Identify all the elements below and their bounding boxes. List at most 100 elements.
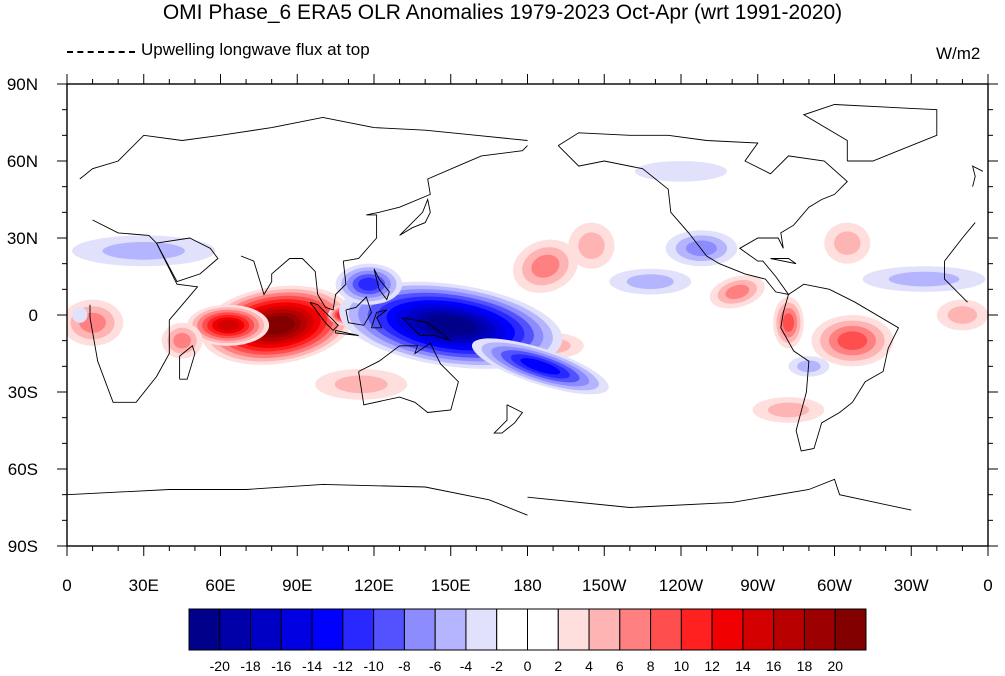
indian-ocean-west-anomaly-contour-7 <box>217 319 240 331</box>
coastline-north-america <box>557 132 848 296</box>
colombia-anomaly-contour-4 <box>782 313 795 333</box>
coastline-south-america <box>780 283 900 452</box>
colorbar-swatch <box>373 608 405 651</box>
colorbar-swatch <box>619 608 652 651</box>
coastline-uk <box>971 165 984 187</box>
coastline-japan <box>399 197 431 236</box>
x-tick-label: 0 <box>62 576 71 595</box>
colorbar-label: -14 <box>302 658 322 674</box>
x-tick-label: 180 <box>513 576 541 595</box>
colorbar-swatch <box>434 608 467 651</box>
colorbar-swatch <box>403 608 436 651</box>
x-tick-label: 90W <box>740 576 775 595</box>
colorbar-swatch <box>465 608 498 651</box>
x-tick-label: 0 <box>983 576 992 595</box>
x-tick-label: 60E <box>205 576 235 595</box>
x-tick-label: 150W <box>582 576 626 595</box>
y-tick-label: 90S <box>8 537 38 556</box>
y-tick-label: 30N <box>7 229 38 248</box>
colorbar-label: 18 <box>797 658 813 674</box>
dashed-line-legend-icon <box>67 51 135 53</box>
subtropical-atlantic-anomaly-contour-2 <box>888 271 960 287</box>
north-atlantic-anomaly-contour-2 <box>834 231 861 255</box>
axis-ticks <box>57 74 998 556</box>
colorbar-label: -2 <box>491 658 504 674</box>
x-tick-label: 30E <box>129 576 159 595</box>
south-china-sea-anomaly-contour-5 <box>358 277 380 291</box>
coastline-java <box>335 329 359 336</box>
colorbar-swatch <box>280 608 313 651</box>
colorbar-label: 14 <box>735 658 751 674</box>
central-america-anomaly-contour-3 <box>725 284 750 300</box>
x-tick-label: 90E <box>282 576 312 595</box>
south-america-anomaly-contour-4 <box>837 331 868 350</box>
coastline-philippines <box>373 268 390 301</box>
colorbar-swatch <box>773 608 805 651</box>
x-tick-label: 60W <box>817 576 852 595</box>
colorbar-swatch <box>742 608 775 651</box>
coastline-india <box>240 145 528 311</box>
colorbar-label: -4 <box>460 658 473 674</box>
colorbar-label: 8 <box>647 658 655 674</box>
colorbar-swatch <box>527 608 559 651</box>
colorbar-label: 4 <box>585 658 593 674</box>
coastline-cuba <box>770 258 797 265</box>
argentina-anomaly-contour-2 <box>767 402 810 418</box>
colorbar-label: 20 <box>827 658 843 674</box>
colorbar-label: 6 <box>616 658 624 674</box>
hawaii-anomaly-contour-2 <box>578 232 605 259</box>
colorbar-swatch <box>803 608 836 651</box>
x-tick-label: 150E <box>431 576 471 595</box>
spcz-anomaly-contour-6 <box>520 358 561 375</box>
east-pacific-anomaly-contour-2 <box>626 274 674 290</box>
colorbar-label: -20 <box>210 658 230 674</box>
colorbar-label: -16 <box>271 658 291 674</box>
coastline-new-guinea <box>401 317 452 342</box>
coastline-eurasia-north <box>79 116 528 180</box>
colorbar-label: 16 <box>766 658 782 674</box>
colorbar-label: -8 <box>398 658 411 674</box>
chart-subtitle: Upwelling longwave flux at top <box>141 40 370 59</box>
coastline-borneo <box>345 296 372 326</box>
coastline-sumatra <box>309 301 339 332</box>
colorbar-swatch <box>588 608 621 651</box>
chart-title: OMI Phase_6 ERA5 OLR Anomalies 1979-2023… <box>162 1 843 24</box>
colorbar-swatch <box>219 608 252 651</box>
colorbar-label: -12 <box>333 658 353 674</box>
colorbar-swatch <box>834 608 867 651</box>
x-tick-label: 30W <box>894 576 929 595</box>
colorbar-label: 12 <box>704 658 720 674</box>
coastline-africa <box>89 219 976 403</box>
colorbar-swatch <box>557 608 590 651</box>
y-tick-label: 30S <box>8 383 38 402</box>
y-axis-tick-labels: 90N 60N 30N 0 30S 60S 90S <box>7 75 38 556</box>
north-africa-anomaly-contour-2 <box>102 241 185 260</box>
colorbar-swatch <box>650 608 682 651</box>
coastline-australia <box>358 342 459 413</box>
colorbar-label: 2 <box>554 658 562 674</box>
colorbar-swatch <box>250 608 282 651</box>
y-tick-label: 60N <box>7 152 38 171</box>
anomaly-field <box>67 161 988 423</box>
coastline-new-zealand <box>493 404 524 434</box>
colorbar-swatch <box>311 608 344 651</box>
south-indian-anomaly-contour-2 <box>334 375 388 394</box>
colorbar-swatch <box>188 608 221 651</box>
x-axis-tick-labels: 0 30E 60E 90E 120E 150E 180 150W 120W 90W 60W 30W 0 <box>62 576 992 595</box>
coastline-arabia <box>156 237 219 283</box>
y-tick-label: 0 <box>29 306 38 325</box>
units-label: W/m2 <box>936 44 981 63</box>
colorbar-label: -6 <box>429 658 442 674</box>
colorbar-label: 0 <box>524 658 532 674</box>
eastern-us-anomaly-contour-1 <box>634 161 728 182</box>
madagascar-anomaly-contour-3 <box>173 332 191 349</box>
coastline-sulawesi <box>370 309 388 329</box>
mexico-anomaly-contour-3 <box>685 240 717 257</box>
colorbar-swatch <box>496 608 528 651</box>
colorbar-swatch <box>680 608 713 651</box>
y-tick-label: 60S <box>8 460 38 479</box>
coastline-madagascar <box>179 345 196 380</box>
x-tick-label: 120E <box>354 576 394 595</box>
y-tick-label: 90N <box>7 75 38 94</box>
